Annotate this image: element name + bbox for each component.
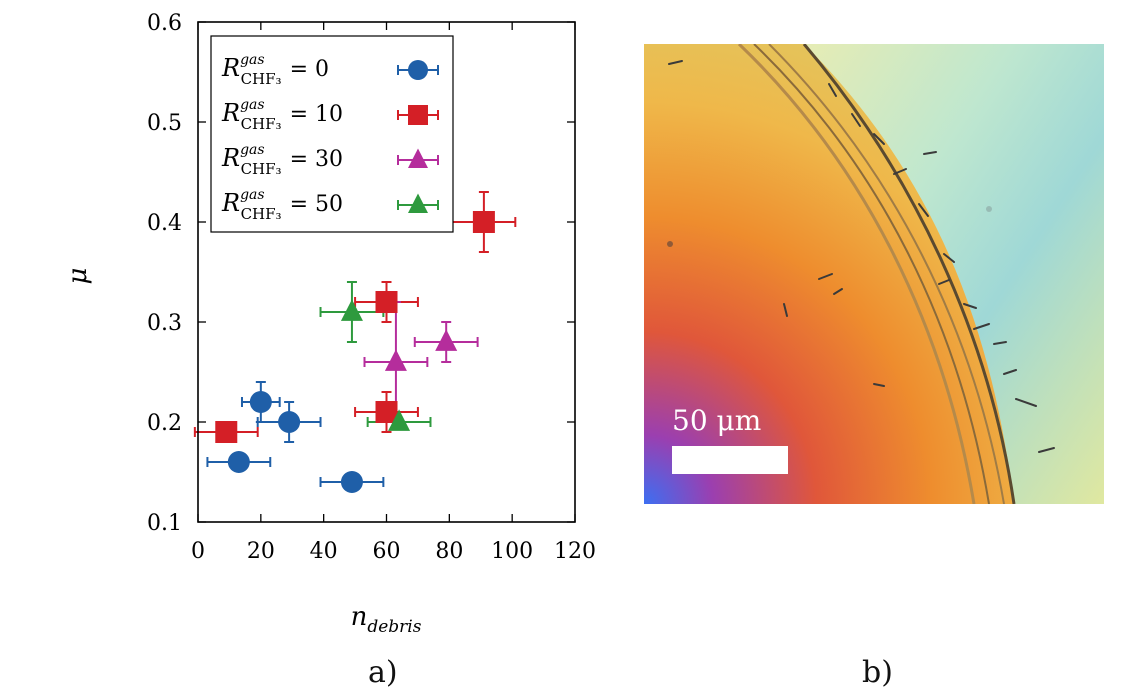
data-point (278, 411, 300, 433)
data-point (376, 291, 398, 313)
y-tick-label: 0.5 (147, 111, 182, 136)
x-tick-label: 0 (191, 539, 205, 564)
y-tick-label: 0.4 (147, 211, 182, 236)
marker-layer (215, 211, 495, 493)
data-point (228, 451, 250, 473)
x-tick-label: 20 (247, 539, 275, 564)
panel-label-b: b) (862, 655, 893, 690)
panel-label-a: a) (368, 655, 398, 690)
data-point (473, 211, 495, 233)
scale-bar-label: 50 μm (672, 404, 761, 437)
y-tick-label: 0.2 (147, 411, 182, 436)
x-axis-label-main: n (351, 602, 368, 632)
y-axis-label: μ (63, 268, 93, 285)
micrograph-image: 50 μm (644, 44, 1104, 504)
y-tick-label: 0.6 (147, 11, 182, 36)
x-axis-label: ndebris (351, 602, 422, 637)
legend-marker (408, 60, 428, 80)
x-axis-label-sub: debris (367, 617, 421, 637)
x-tick-label: 100 (491, 539, 533, 564)
x-tick-label: 40 (310, 539, 338, 564)
data-point (215, 421, 237, 443)
data-point (385, 349, 407, 371)
data-point (341, 471, 363, 493)
legend-marker (408, 105, 428, 125)
x-tick-label: 120 (554, 539, 596, 564)
y-tick-label: 0.1 (147, 511, 182, 536)
y-tick-label: 0.3 (147, 311, 182, 336)
data-point (435, 329, 457, 351)
x-tick-label: 80 (435, 539, 463, 564)
scale-bar (672, 446, 788, 474)
errorbar-layer (195, 192, 515, 487)
data-point (250, 391, 272, 413)
x-tick-label: 60 (373, 539, 401, 564)
